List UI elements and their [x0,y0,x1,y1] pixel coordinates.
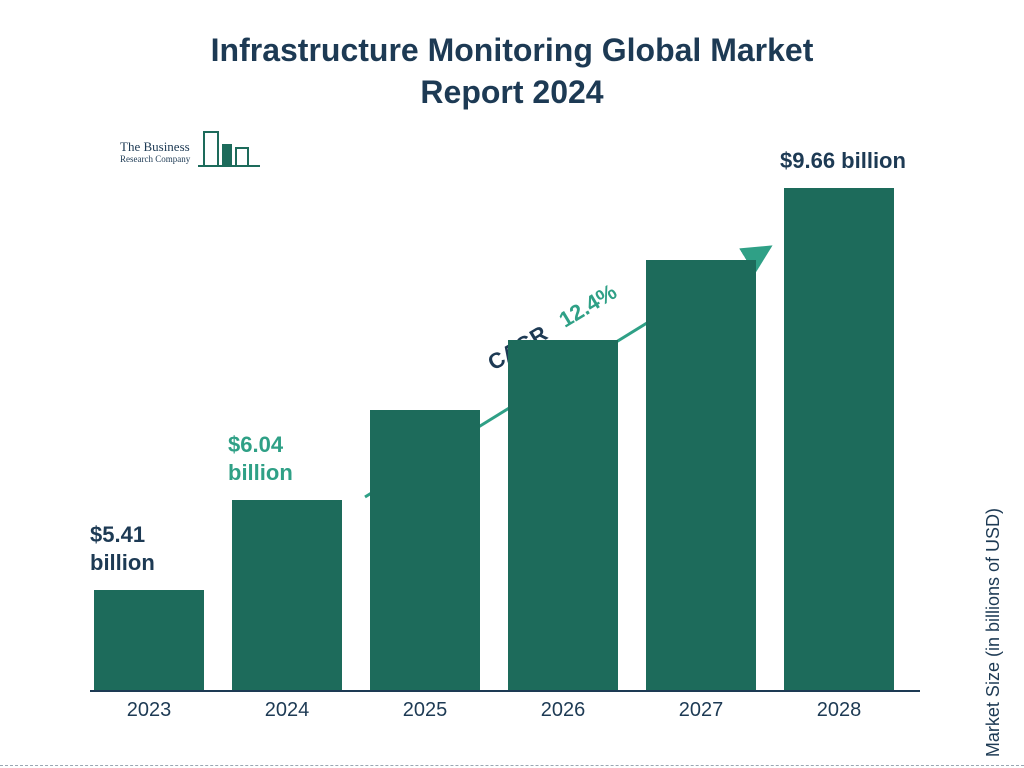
x-axis-line [90,690,920,692]
chart-title: Infrastructure Monitoring Global Market … [0,30,1024,113]
bar [508,340,618,690]
x-axis-tick-label: 2025 [370,699,480,722]
footer-divider [0,765,1024,766]
x-axis-tick-label: 2026 [508,699,618,722]
bar [370,410,480,690]
bar-value-label: $5.41billion [90,521,240,576]
cagr-value: 12.4% [555,279,621,333]
y-axis-label: Market Size (in billions of USD) [983,508,1004,757]
bar [232,500,342,690]
x-axis-tick-label: 2028 [784,699,894,722]
bar [94,590,204,690]
x-axis-tick-label: 2023 [94,699,204,722]
bar-value-label: $9.66 billion [780,147,930,175]
bar-chart: CAGR 12.4% 2023$5.41billion2024$6.04bill… [90,152,920,722]
x-axis-tick-label: 2024 [232,699,342,722]
title-line2: Report 2024 [420,74,603,110]
bar [646,260,756,690]
bar-value-label: $6.04billion [228,431,378,486]
x-axis-tick-label: 2027 [646,699,756,722]
bar [784,188,894,690]
title-line1: Infrastructure Monitoring Global Market [211,32,814,68]
